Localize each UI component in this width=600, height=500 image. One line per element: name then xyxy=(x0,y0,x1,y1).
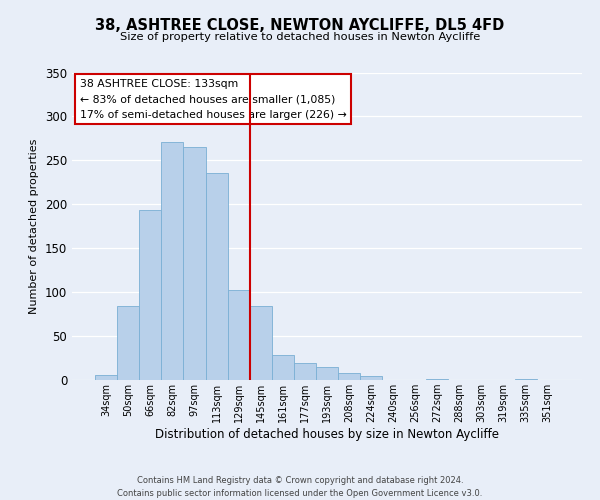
Bar xyxy=(227,290,250,380)
Bar xyxy=(206,172,227,380)
Bar xyxy=(117,306,139,380)
X-axis label: Distribution of detached houses by size in Newton Aycliffe: Distribution of detached houses by size … xyxy=(155,428,499,441)
Text: Size of property relative to detached houses in Newton Aycliffe: Size of property relative to detached ho… xyxy=(120,32,480,42)
Bar xyxy=(316,367,338,380)
Bar xyxy=(161,142,184,380)
Bar xyxy=(139,210,161,380)
Bar xyxy=(515,379,537,380)
Bar xyxy=(427,379,448,380)
Bar xyxy=(184,147,206,380)
Bar xyxy=(272,356,294,380)
Bar xyxy=(338,373,360,380)
Bar xyxy=(294,364,316,380)
Text: Contains HM Land Registry data © Crown copyright and database right 2024.
Contai: Contains HM Land Registry data © Crown c… xyxy=(118,476,482,498)
Bar xyxy=(360,376,382,380)
Text: 38 ASHTREE CLOSE: 133sqm
← 83% of detached houses are smaller (1,085)
17% of sem: 38 ASHTREE CLOSE: 133sqm ← 83% of detach… xyxy=(80,78,346,120)
Bar xyxy=(95,374,117,380)
Bar xyxy=(250,306,272,380)
Text: 38, ASHTREE CLOSE, NEWTON AYCLIFFE, DL5 4FD: 38, ASHTREE CLOSE, NEWTON AYCLIFFE, DL5 … xyxy=(95,18,505,32)
Y-axis label: Number of detached properties: Number of detached properties xyxy=(29,138,40,314)
